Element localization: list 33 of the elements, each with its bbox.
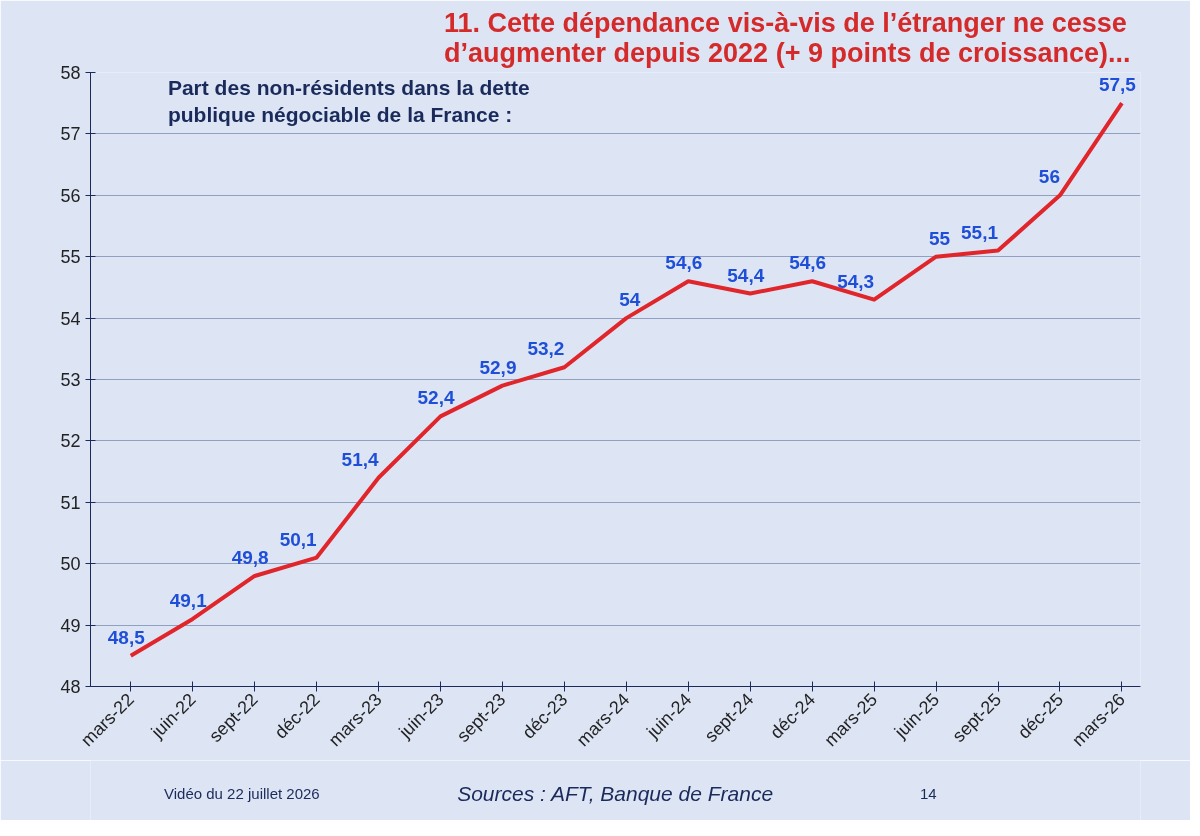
y-tick-label: 48 — [60, 677, 81, 697]
data-label: 56 — [1038, 166, 1060, 188]
data-label: 51,4 — [341, 448, 379, 470]
text: 14 — [920, 784, 937, 802]
y-tick-label: 54 — [60, 308, 81, 329]
data-label: 55,1 — [961, 221, 999, 243]
data-label: 57,5 — [1098, 74, 1137, 96]
y-tick-label: 57 — [60, 124, 81, 145]
data-label: 55 — [928, 227, 951, 249]
data-label: 54 — [619, 289, 641, 311]
data-label: 50,1 — [279, 528, 318, 550]
y-tick-label: 51 — [60, 492, 81, 513]
data-label: 54,6 — [665, 252, 703, 274]
data-label: 49,1 — [169, 589, 208, 611]
y-tick-label: 49 — [60, 615, 81, 636]
data-label: 52,9 — [479, 356, 517, 378]
source-note: Sources : AFT, Banque de France — [457, 782, 774, 805]
data-label: 52,4 — [417, 387, 455, 409]
y-tick-label: 53 — [60, 370, 81, 390]
y-tick-label: 56 — [60, 185, 81, 206]
data-label: 53,2 — [527, 338, 565, 360]
data-label: 48,5 — [107, 626, 146, 648]
y-tick-label: 58 — [60, 63, 81, 83]
text: Vidéo du 22 juillet 2026 — [164, 785, 320, 802]
data-label: 54,6 — [789, 252, 827, 274]
y-tick-label: 52 — [60, 431, 81, 452]
y-tick-label: 55 — [60, 247, 81, 268]
text: Part des non-résidents dans la dette publique négociable de la France : — [167, 75, 530, 127]
y-tick-label: 50 — [60, 554, 81, 575]
data-label: 49,8 — [231, 546, 269, 568]
data-label: 54,4 — [727, 264, 765, 286]
data-label: 54,3 — [837, 270, 875, 292]
chart-title: 11. Cette dépendance vis-à-vis de l’étranger ne cesse d’augmenter depuis 2022 (+ 9 points de croissance)... — [444, 7, 1131, 68]
